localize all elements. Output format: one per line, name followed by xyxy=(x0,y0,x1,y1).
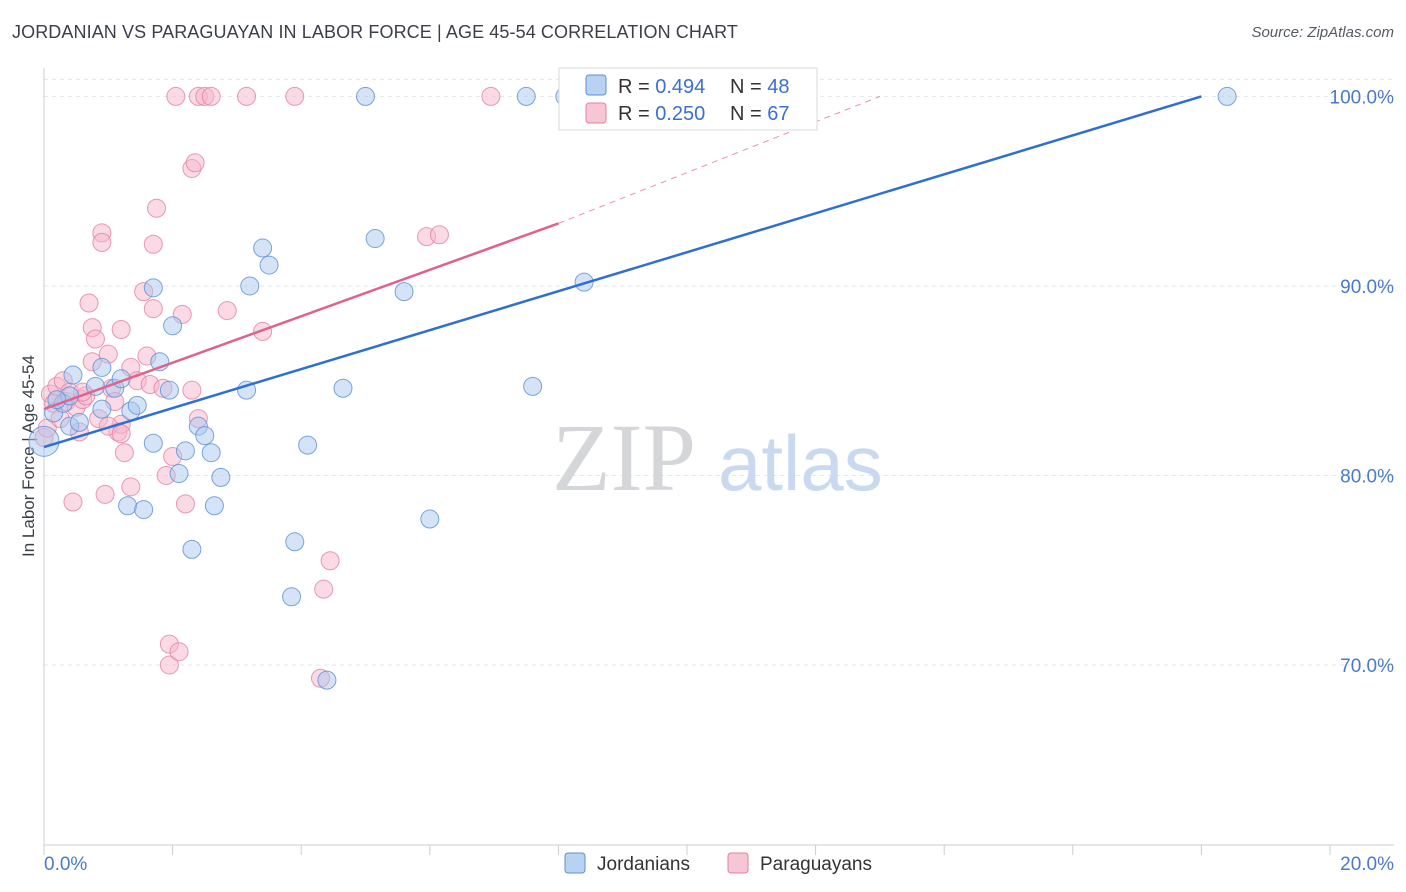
jordanian-point xyxy=(92,399,112,419)
jordanian-point xyxy=(394,282,414,302)
paraguayan-point xyxy=(95,484,115,504)
legend-n-value: 48 xyxy=(767,76,789,98)
y-tick-label: 80.0% xyxy=(1340,466,1394,487)
legend-swatch-jordanians xyxy=(585,74,607,96)
paraguayan-point xyxy=(182,380,202,400)
paraguayan-point xyxy=(143,299,163,319)
paraguayan-point xyxy=(314,579,334,599)
paraguayan-point xyxy=(114,443,134,463)
paraguayan-point xyxy=(111,320,131,340)
jordanian-point xyxy=(63,365,83,385)
series-legend-swatch-paraguayans[interactable] xyxy=(727,852,749,874)
jordanian-point xyxy=(240,276,260,296)
jordanian-point xyxy=(143,433,163,453)
paraguayan-point xyxy=(159,655,179,675)
jordanian-point xyxy=(333,378,353,398)
paraguayan-point xyxy=(217,301,237,321)
paraguayan-point xyxy=(201,86,221,106)
series-legend-label-jordanians[interactable]: Jordanians xyxy=(597,854,690,875)
jordanian-point xyxy=(317,670,337,690)
watermark-atlas: atlas xyxy=(718,419,883,507)
paraguayan-point xyxy=(175,494,195,514)
paraguayan-trend-extension xyxy=(558,95,881,224)
y-tick-label: 90.0% xyxy=(1340,277,1394,298)
series-legend-swatch-jordanians[interactable] xyxy=(564,852,586,874)
paraguayan-point xyxy=(481,86,501,106)
jordanian-point xyxy=(211,467,231,487)
jordanian-point xyxy=(127,395,147,415)
jordanian-trend-line xyxy=(43,95,1202,449)
jordanian-point xyxy=(253,238,273,258)
legend-n-value: 67 xyxy=(767,103,789,125)
jordanian-point xyxy=(201,443,221,463)
jordanian-point xyxy=(204,496,224,516)
x-tick-label-max: 20.0% xyxy=(1340,854,1394,875)
paraguayan-point xyxy=(185,153,205,173)
jordanian-point xyxy=(356,86,375,106)
jordanian-point xyxy=(523,376,543,396)
legend-r-value: 0.494 xyxy=(655,76,705,98)
paraguayan-point xyxy=(143,234,163,254)
paraguayan-point xyxy=(320,551,340,571)
paraguayan-point xyxy=(147,198,167,218)
paraguayan-trend-line xyxy=(43,222,559,411)
gridlines xyxy=(44,78,1394,666)
jordanian-point xyxy=(237,380,257,400)
paraguayan-point xyxy=(166,86,186,106)
jordanian-point xyxy=(175,441,195,461)
jordanian-point xyxy=(516,86,536,106)
jordanian-point xyxy=(195,426,215,446)
paraguayan-point xyxy=(92,232,112,252)
paraguayan-point xyxy=(285,86,305,106)
legend-r-label: R = xyxy=(618,103,655,125)
correlation-legend: R = 0.494 N = 48 R = 0.250 N = 67 xyxy=(558,67,818,131)
chart-title: JORDANIAN VS PARAGUAYAN IN LABOR FORCE |… xyxy=(12,22,738,42)
jordanian-point xyxy=(259,255,279,275)
jordanian-point xyxy=(69,412,89,432)
paraguayan-point xyxy=(169,642,189,662)
jordanian-point xyxy=(182,539,202,559)
paraguayan-point xyxy=(63,492,83,512)
paraguayan-point xyxy=(85,329,105,349)
x-tick-label-min: 0.0% xyxy=(44,854,87,875)
legend-n-label: N = xyxy=(730,76,767,98)
trend-lines xyxy=(43,95,1202,449)
paraguayan-point xyxy=(237,86,257,106)
jordanian-point xyxy=(298,435,318,455)
jordanian-point xyxy=(159,380,179,400)
series-legend-label-paraguayans[interactable]: Paraguayans xyxy=(760,854,872,875)
paraguayan-point xyxy=(79,293,99,313)
jordanian-points xyxy=(28,86,1237,690)
y-tick-label: 100.0% xyxy=(1330,87,1395,108)
source-credit: Source: ZipAtlas.com xyxy=(1251,24,1394,41)
watermark-zip: ZIP xyxy=(552,404,696,511)
legend-r-value: 0.250 xyxy=(655,103,705,125)
jordanian-point xyxy=(420,509,440,529)
legend-row-jordanians: R = 0.494 N = 48 xyxy=(618,76,790,98)
jordanian-point xyxy=(134,500,154,520)
jordanian-point xyxy=(365,229,385,249)
jordanian-point xyxy=(92,357,112,377)
jordanian-point xyxy=(169,464,189,484)
jordanian-point xyxy=(143,278,163,298)
paraguayan-point xyxy=(429,225,449,245)
jordanian-point xyxy=(163,316,183,336)
jordanian-point xyxy=(28,425,60,457)
jordanian-point xyxy=(118,496,138,516)
paraguayan-point xyxy=(121,477,141,497)
series-legend: Jordanians Paraguayans xyxy=(564,852,872,875)
x-axis-ticks xyxy=(43,845,1331,855)
legend-row-paraguayans: R = 0.250 N = 67 xyxy=(618,103,790,125)
legend-r-label: R = xyxy=(618,76,655,98)
legend-swatch-paraguayans xyxy=(585,102,607,124)
jordanian-point xyxy=(282,587,302,607)
y-axis-label: In Labor Force | Age 45-54 xyxy=(19,355,38,557)
paraguayan-point xyxy=(111,424,131,444)
y-tick-label: 70.0% xyxy=(1340,656,1394,677)
jordanian-point xyxy=(1217,86,1237,106)
legend-n-label: N = xyxy=(730,103,767,125)
jordanian-point xyxy=(285,532,305,552)
y-axis-tick-labels: 70.0% 80.0% 90.0% 100.0% xyxy=(1330,87,1395,677)
